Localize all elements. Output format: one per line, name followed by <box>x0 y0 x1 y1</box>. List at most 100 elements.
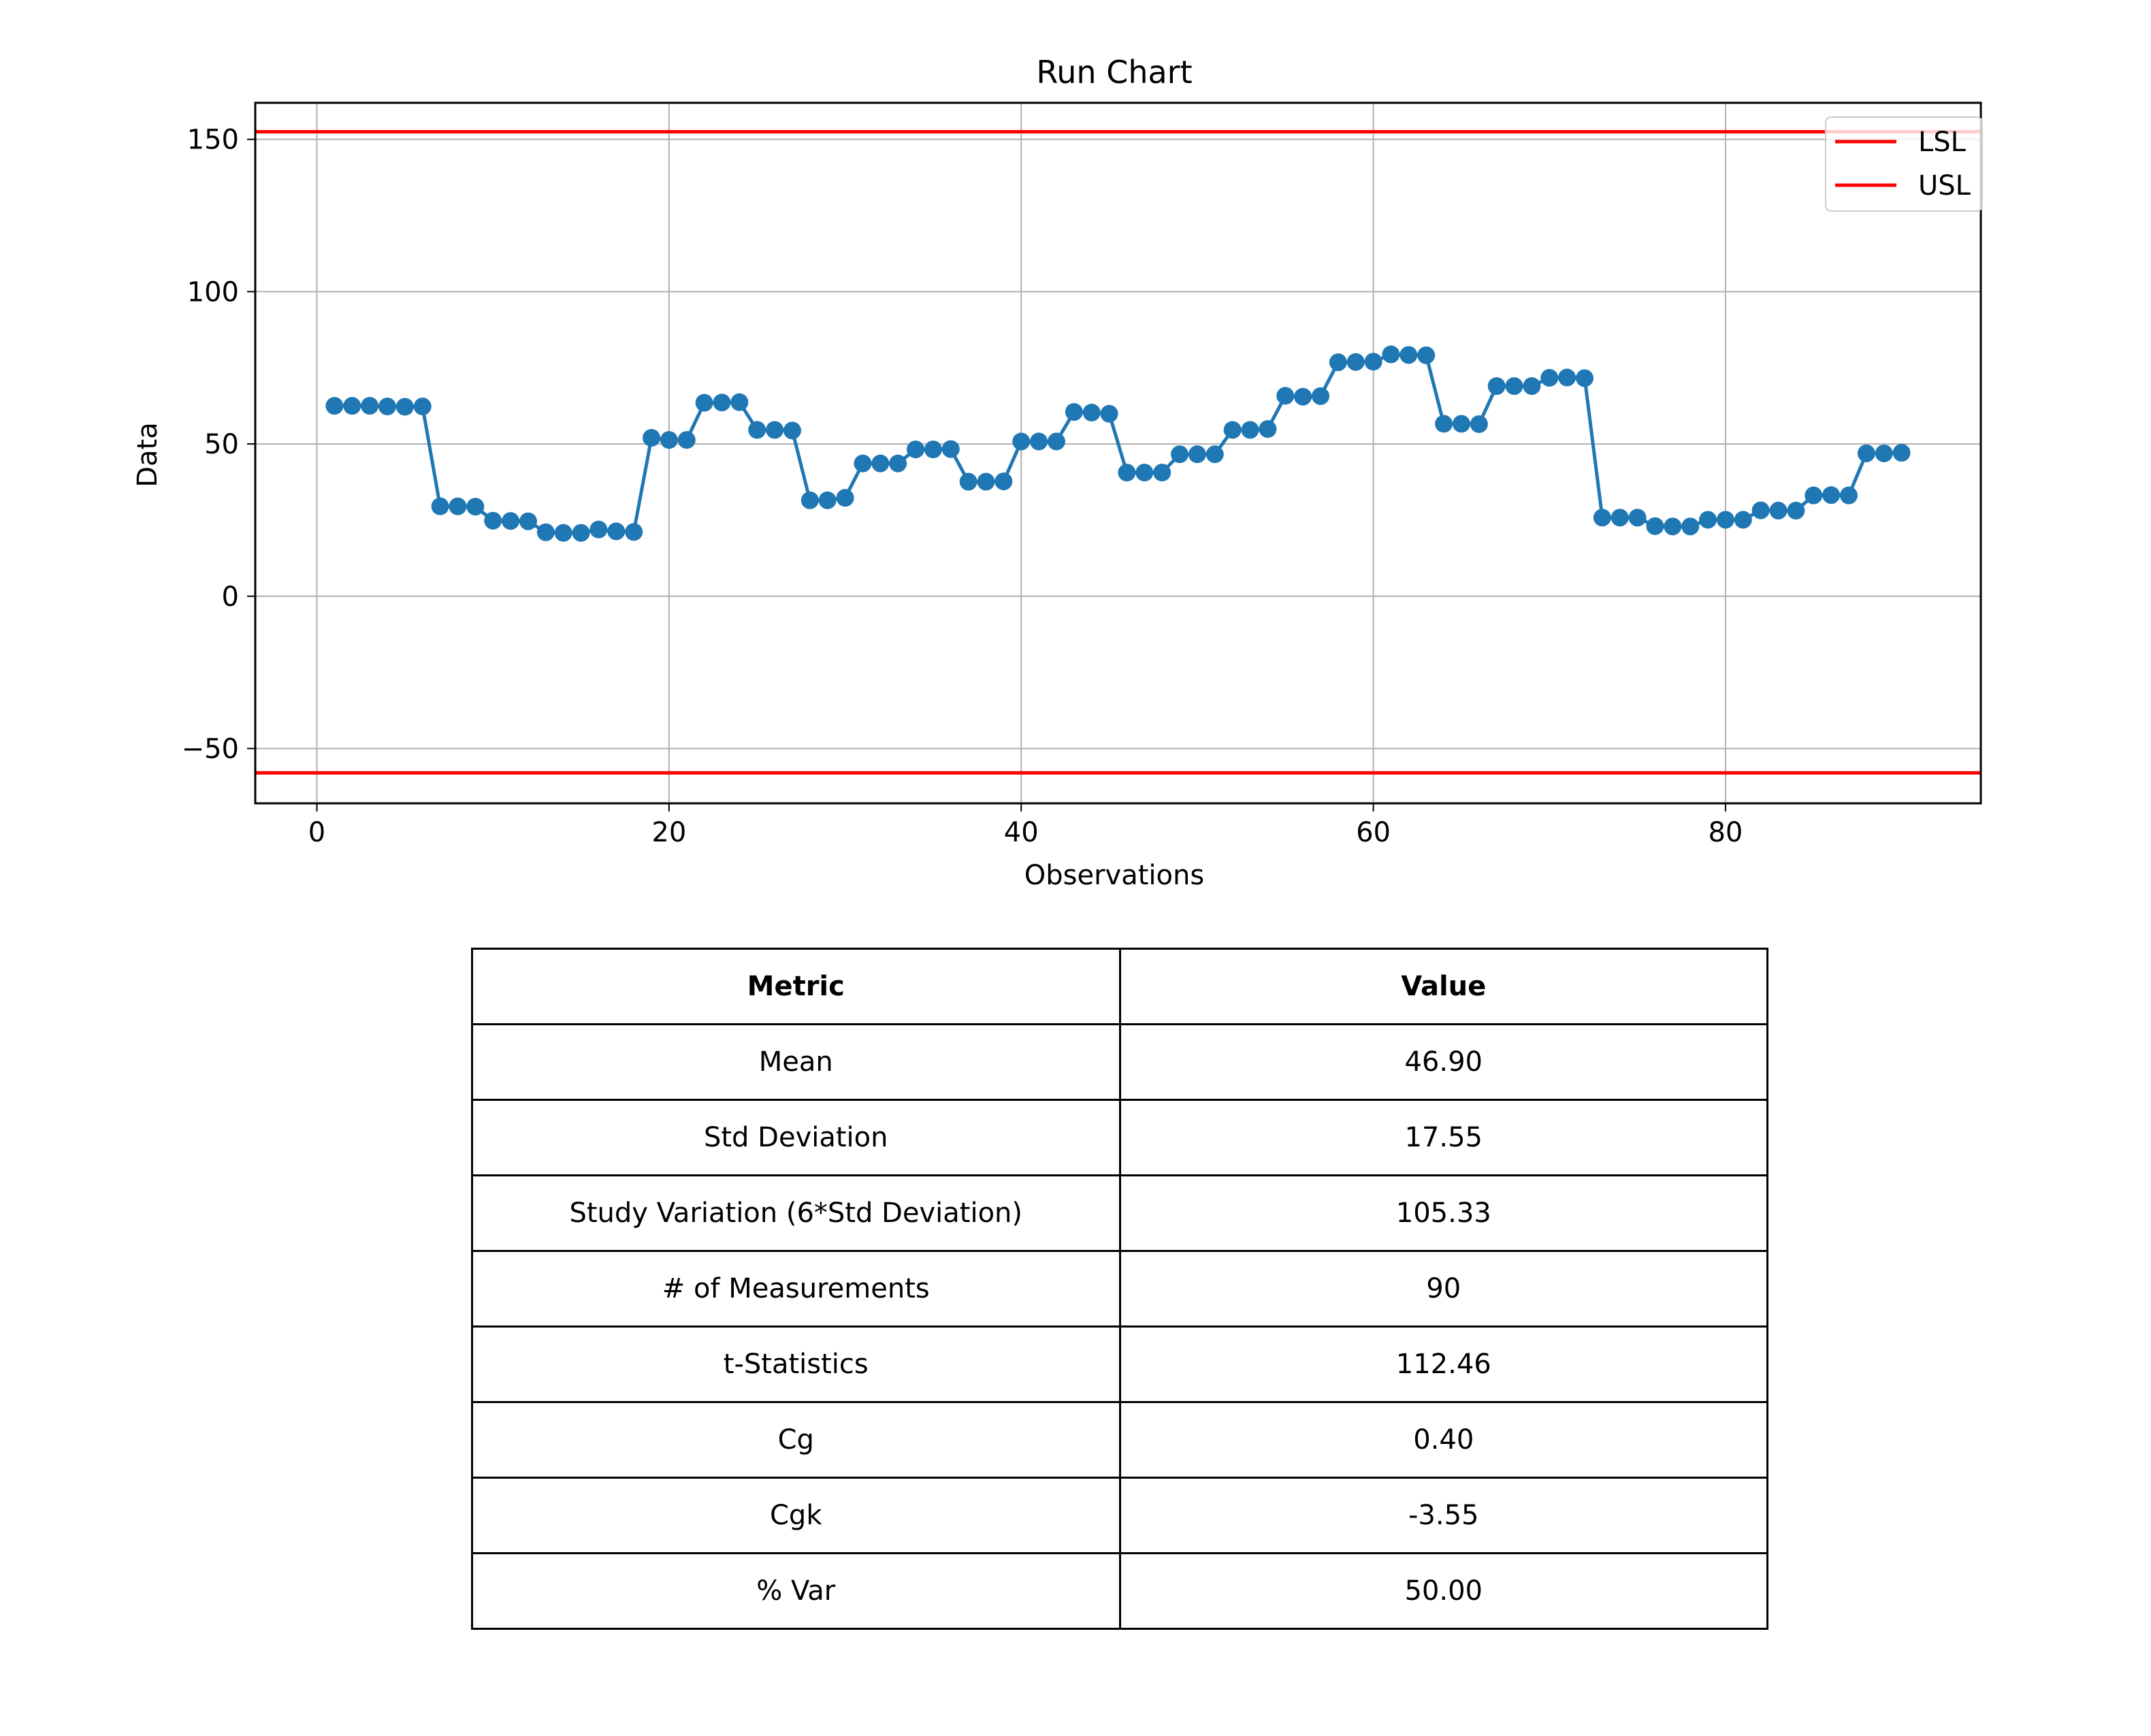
data-point <box>1751 501 1770 519</box>
data-point <box>1487 377 1506 396</box>
data-point <box>431 497 449 515</box>
data-point <box>889 454 907 472</box>
y-tick-label: 50 <box>204 429 239 460</box>
x-tick-label: 60 <box>1356 817 1391 848</box>
data-point <box>466 498 485 516</box>
y-tick-label: 100 <box>187 276 239 308</box>
data-point <box>977 472 995 491</box>
data-point <box>836 489 854 507</box>
data-point <box>1206 445 1224 464</box>
data-point <box>1135 464 1154 482</box>
y-tick-label: −50 <box>182 733 239 765</box>
table-header-row: Metric Value <box>471 948 1768 1025</box>
data-point <box>1171 445 1189 464</box>
run-chart: 0 20 40 60 80 −50 0 50 100 150 Run Chart Observat… <box>132 54 1983 891</box>
data-point <box>1100 404 1118 423</box>
value-cell: 50.00 <box>1118 1552 1768 1630</box>
data-point <box>1734 511 1752 529</box>
data-point <box>1294 387 1312 406</box>
x-tick-label: 80 <box>1708 817 1743 848</box>
table-row: Mean 46.90 <box>471 1023 1768 1101</box>
data-point <box>1575 369 1594 387</box>
x-axis-label: Observations <box>1024 860 1204 891</box>
data-point <box>1329 353 1347 372</box>
data-point <box>1364 353 1382 371</box>
plot-area-frame <box>254 101 1982 805</box>
data-point <box>572 524 590 542</box>
data-point <box>1382 345 1400 364</box>
data-point <box>1435 415 1453 433</box>
metric-cell: Study Variation (6*Std Deviation) <box>471 1174 1121 1252</box>
metric-cell: Cgk <box>471 1477 1121 1554</box>
table-row: Std Deviation 17.55 <box>471 1099 1768 1176</box>
data-point <box>818 491 837 509</box>
data-point <box>502 512 520 530</box>
data-point <box>378 398 397 416</box>
data-point <box>1593 509 1611 527</box>
data-point <box>1628 509 1647 527</box>
metric-cell: Mean <box>471 1023 1121 1101</box>
value-cell: 112.46 <box>1118 1325 1768 1403</box>
legend: LSL USL <box>1825 116 1983 212</box>
y-axis-label: Data <box>132 422 163 487</box>
metric-cell: # of Measurements <box>471 1250 1121 1328</box>
data-point <box>907 440 925 459</box>
x-tick-label: 20 <box>651 817 686 848</box>
data-point <box>1082 403 1101 421</box>
data-point <box>1452 415 1470 433</box>
metric-cell: Cg <box>471 1401 1121 1479</box>
grid-lines <box>255 103 1981 803</box>
value-cell: -3.55 <box>1118 1477 1768 1554</box>
data-point <box>800 491 819 509</box>
data-point <box>484 511 502 530</box>
data-point <box>924 440 942 459</box>
data-point <box>1505 377 1523 396</box>
data-point <box>994 472 1013 491</box>
x-tick-label: 0 <box>308 817 325 848</box>
table-row: % Var 50.00 <box>471 1552 1768 1630</box>
data-point <box>1153 464 1171 482</box>
table-row: t-Statistics 112.46 <box>471 1325 1768 1403</box>
data-point <box>1276 387 1295 405</box>
data-point <box>1047 432 1065 451</box>
data-point <box>325 397 344 415</box>
data-point <box>695 393 713 412</box>
metric-cell: % Var <box>471 1552 1121 1630</box>
x-tick-label: 40 <box>1004 817 1039 848</box>
data-point <box>871 454 890 472</box>
value-cell: 17.55 <box>1118 1099 1768 1176</box>
data-point <box>1681 517 1700 536</box>
data-point <box>607 522 626 541</box>
header-metric: Metric <box>471 948 1121 1025</box>
data-point <box>554 524 572 542</box>
header-value: Value <box>1118 948 1768 1025</box>
data-point <box>589 520 608 539</box>
legend-label-lsl: LSL <box>1918 127 1967 158</box>
data-point <box>643 429 661 447</box>
data-point <box>1558 368 1576 387</box>
limit-lines <box>255 130 1981 775</box>
data-point <box>1664 517 1682 536</box>
data-point <box>343 397 361 415</box>
data-point <box>1223 421 1242 439</box>
data-point <box>1540 368 1559 387</box>
data-point <box>413 398 432 416</box>
data-point <box>1417 346 1436 364</box>
value-cell: 46.90 <box>1118 1023 1768 1101</box>
data-point <box>1030 432 1048 451</box>
data-point <box>1523 377 1541 396</box>
data-point <box>395 398 414 416</box>
data-point <box>1118 464 1136 482</box>
table-row: Cgk -3.55 <box>471 1477 1768 1554</box>
data-point <box>1892 444 1911 462</box>
data-point <box>1646 517 1664 535</box>
data-point <box>1611 509 1629 527</box>
data-point <box>1065 403 1083 421</box>
metrics-table: Metric Value Mean 46.90 Std Deviation 17.55… <box>471 948 1768 1630</box>
chart-title: Run Chart <box>1036 54 1192 91</box>
data-point <box>1012 432 1031 451</box>
data-point <box>449 497 467 515</box>
data-point <box>1241 421 1259 439</box>
data-point <box>1857 444 1875 462</box>
value-cell: 90 <box>1118 1250 1768 1328</box>
